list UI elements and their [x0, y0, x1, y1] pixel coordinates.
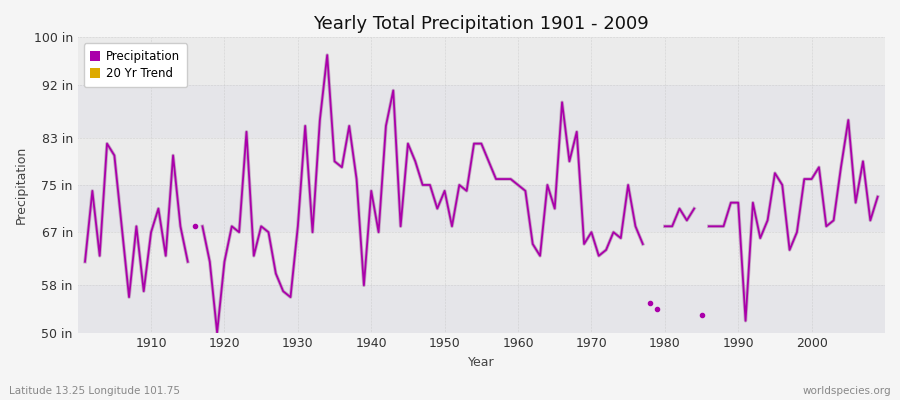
Text: Latitude 13.25 Longitude 101.75: Latitude 13.25 Longitude 101.75 — [9, 386, 180, 396]
Y-axis label: Precipitation: Precipitation — [15, 146, 28, 224]
Text: worldspecies.org: worldspecies.org — [803, 386, 891, 396]
Bar — [77, 84, 885, 138]
Title: Yearly Total Precipitation 1901 - 2009: Yearly Total Precipitation 1901 - 2009 — [313, 15, 649, 33]
Legend: Precipitation, 20 Yr Trend: Precipitation, 20 Yr Trend — [84, 43, 187, 87]
Bar — [77, 185, 885, 232]
X-axis label: Year: Year — [468, 356, 495, 369]
Bar — [77, 285, 885, 332]
